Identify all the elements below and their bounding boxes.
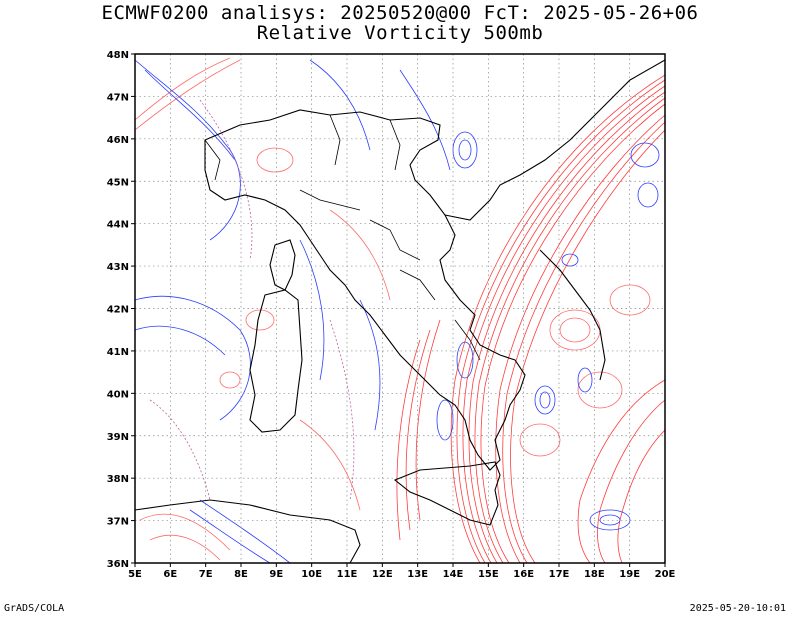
lon-label: 20E [655,569,676,580]
lon-label: 19E [619,569,640,580]
lon-label: 10E [301,569,322,580]
lon-label: 11E [337,569,358,580]
lon-label: 14E [443,569,464,580]
lat-label: 40N [107,389,129,400]
lat-label: 47N [107,92,129,103]
lat-label: 38N [107,474,129,485]
lon-label: 12E [372,569,393,580]
longitude-labels: 5E 6E 7E 8E 9E 10E 11E 12E 13E 14E 15E 16E 17E 18E 19E… [128,563,676,580]
lon-label: 15E [478,569,499,580]
positive-vorticity-band [396,74,665,563]
lon-label: 13E [407,569,428,580]
lon-label: 16E [513,569,534,580]
lat-label: 46N [107,135,129,146]
footer-timestamp: 2025-05-20-10:01 [689,603,786,614]
lat-label: 39N [107,432,129,443]
footer-credit: GrADS/COLA [4,603,65,614]
lat-label: 37N [107,517,129,528]
title-line-1: ECMWF0200 analisys: 20250520@00 FcT: 202… [101,2,699,24]
lon-label: 18E [584,569,605,580]
negative-vorticity [135,59,660,563]
lat-label: 45N [107,177,129,188]
lat-label: 41N [107,347,129,358]
lon-label: 7E [199,569,213,580]
lat-label: 43N [107,262,129,273]
lat-label: 48N [107,50,129,61]
lon-label: 9E [269,569,283,580]
lat-label: 44N [107,220,129,231]
title-line-2: Relative Vorticity 500mb [256,22,544,44]
graticule [135,54,665,563]
coastlines [135,59,665,563]
latitude-labels: 48N 47N 46N 45N 44N 43N 42N 41N 40N 39N 38N 37N 36N [107,50,135,570]
lon-label: 5E [128,569,142,580]
lon-label: 6E [163,569,177,580]
lon-label: 8E [234,569,248,580]
lat-label: 42N [107,305,129,316]
lat-label: 36N [107,559,129,570]
vorticity-contours [135,57,665,563]
lon-label: 17E [549,569,570,580]
zero-contour [149,99,355,501]
